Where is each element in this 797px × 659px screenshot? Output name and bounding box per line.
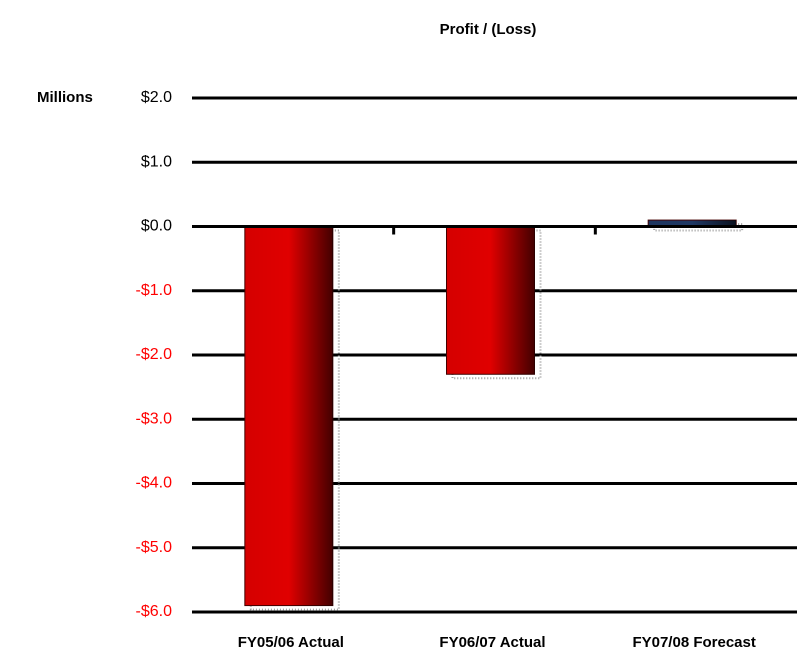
y-tick-label: -$1.0 [136,282,173,299]
bar-shadow [653,223,744,232]
bar-shade [244,226,333,606]
x-tick-label: FY06/07 Actual [439,634,545,651]
y-tick-label: -$5.0 [136,539,173,556]
y-tick-label: -$4.0 [136,475,173,492]
x-tick-label: FY05/06 Actual [238,634,344,651]
bar-shade [446,226,535,375]
y-axis-label: Millions [37,89,93,106]
y-tick-label: $1.0 [141,153,172,170]
y-tick-label: -$3.0 [136,410,173,427]
y-tick-label: $2.0 [141,89,172,106]
y-tick-label: -$6.0 [136,603,173,620]
x-tick-label: FY07/08 Forecast [632,634,755,651]
bar-shadow [451,229,542,380]
y-tick-label: -$2.0 [136,346,173,363]
y-tick-label: $0.0 [141,218,172,235]
bar-shade [648,220,737,227]
chart-title: Profit / (Loss) [440,21,537,38]
